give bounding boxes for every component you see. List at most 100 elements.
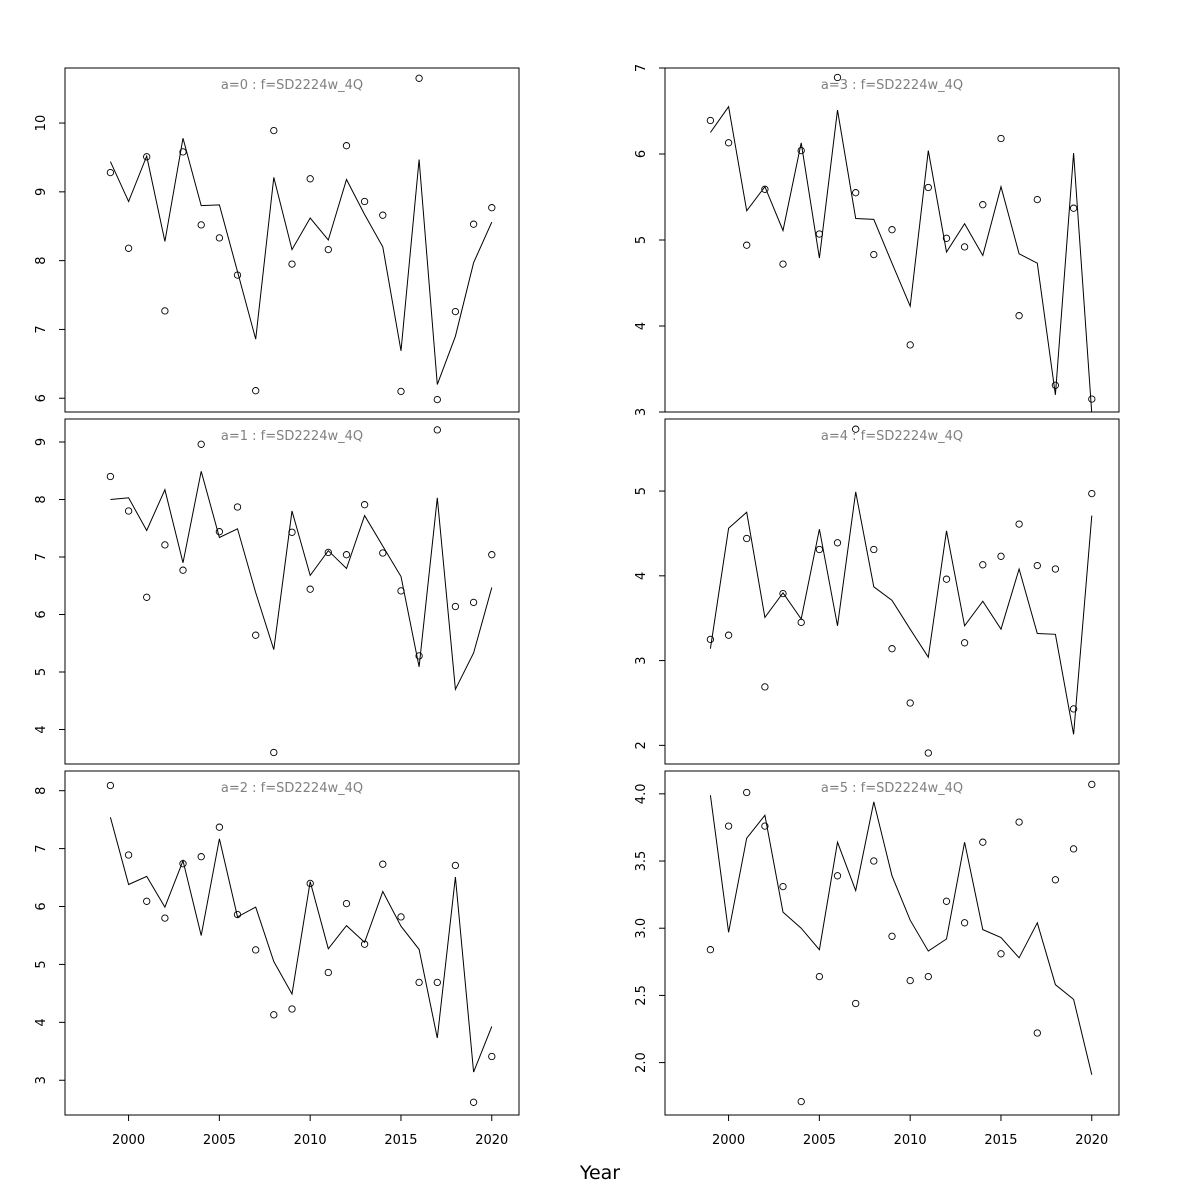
observed-point (197, 221, 205, 229)
observed-point (252, 946, 260, 954)
observed-point (924, 749, 932, 757)
observed-point (724, 822, 733, 830)
observed-point (360, 940, 369, 948)
observed-point (342, 899, 351, 908)
y-tick-label: 8 (34, 787, 49, 795)
observed-point (360, 501, 369, 509)
panel-title: a=4 : f=SD2224w_4Q (821, 429, 963, 444)
observed-point (997, 950, 1005, 958)
x-tick-label: 2000 (712, 1133, 745, 1148)
observed-point (815, 972, 824, 981)
observed-point (706, 116, 715, 125)
panel-frame (64, 770, 520, 1116)
observed-point (469, 598, 478, 607)
observed-point (288, 1005, 296, 1013)
observed-point (1033, 561, 1041, 570)
observed-point (1051, 565, 1060, 573)
y-tick-label: 2.5 (634, 985, 649, 1006)
observed-point (1015, 312, 1023, 320)
observed-point (852, 189, 860, 197)
panel-frame (664, 418, 1120, 765)
observed-point (779, 882, 787, 891)
observed-point (233, 271, 242, 279)
observed-point (397, 387, 405, 396)
plot-area (109, 138, 493, 385)
observed-point (488, 551, 496, 559)
observed-point (888, 226, 896, 234)
y-tick-label: 3 (634, 656, 649, 664)
observed-point (161, 307, 169, 315)
y-tick-label: 7 (34, 553, 49, 561)
observed-point (288, 260, 296, 268)
observed-point (288, 528, 296, 536)
observed-point (306, 175, 314, 183)
observed-point (833, 73, 842, 82)
observed-point (179, 148, 187, 156)
observed-point (469, 220, 478, 228)
observed-point (724, 631, 733, 639)
observed-point (143, 593, 151, 601)
observed-point (270, 1011, 278, 1019)
observed-point (743, 788, 751, 797)
observed-point (761, 683, 769, 691)
y-tick-label: 3.0 (634, 918, 649, 939)
observed-point (215, 528, 224, 536)
observed-point (870, 857, 878, 865)
observed-point (761, 822, 769, 830)
observed-point (488, 204, 496, 212)
y-tick-label: 3 (34, 1076, 49, 1084)
y-tick-label: 2 (634, 741, 649, 749)
observed-point (870, 545, 878, 554)
plot-area (709, 105, 1093, 412)
observed-point (997, 134, 1005, 143)
observed-point (1088, 489, 1096, 498)
observed-point (852, 999, 860, 1008)
panel-4: a=2 : f=SD2224w_4Q 3 4 5 6 7 8 2000 2005 2010 2015… (34, 770, 520, 1148)
y-tick-label: 4 (34, 1018, 49, 1026)
observed-point (815, 230, 824, 238)
observed-point (270, 126, 278, 135)
observed-point (379, 549, 387, 557)
y-tick-label: 6 (634, 150, 649, 158)
panel-title: a=2 : f=SD2224w_4Q (221, 781, 363, 796)
x-tick-label: 2010 (294, 1133, 327, 1148)
x-tick-label: 2020 (1075, 1133, 1108, 1148)
observed-point (397, 913, 405, 921)
observed-point (942, 575, 951, 583)
observed-point (451, 307, 460, 316)
observed-point (706, 946, 715, 954)
observed-point (1033, 195, 1041, 204)
observed-point (143, 897, 151, 905)
y-tick-label: 7 (34, 844, 49, 852)
observed-point (415, 74, 423, 82)
observed-point (306, 879, 314, 888)
y-tick-label: 7 (34, 325, 49, 333)
observed-point (797, 618, 805, 627)
y-tick-label: 4 (634, 572, 649, 580)
panel-1: a=3 : f=SD2224w_4Q 3 4 5 6 7 (634, 64, 1120, 416)
x-axis-label: Year (579, 1162, 620, 1184)
y-tick-label: 10 (34, 115, 49, 132)
x-tick-label: 2000 (112, 1133, 145, 1148)
panel-2: a=1 : f=SD2224w_4Q 4 5 6 7 8 9 (34, 418, 520, 765)
y-tick-label: 3.5 (634, 851, 649, 872)
observed-point (979, 561, 987, 569)
observed-point (469, 1098, 478, 1106)
observed-point (233, 503, 242, 511)
observed-point (924, 183, 932, 192)
observed-point (1015, 520, 1023, 528)
panel-title: a=5 : f=SD2224w_4Q (821, 781, 963, 796)
observed-point (833, 872, 842, 880)
observed-point (1069, 845, 1078, 853)
observed-point (924, 972, 932, 981)
y-tick-label: 5 (634, 487, 649, 495)
observed-point (324, 245, 332, 254)
y-tick-label: 4 (34, 725, 49, 733)
observed-point (124, 244, 133, 252)
observed-point (888, 932, 896, 940)
y-tick-label: 6 (34, 394, 49, 402)
observed-point (342, 551, 351, 559)
observed-point (433, 426, 441, 434)
panel-5: a=5 : f=SD2224w_4Q 2.0 2.5 3.0 3.5 4.0 2000 200… (634, 770, 1120, 1148)
observed-point (124, 851, 133, 859)
